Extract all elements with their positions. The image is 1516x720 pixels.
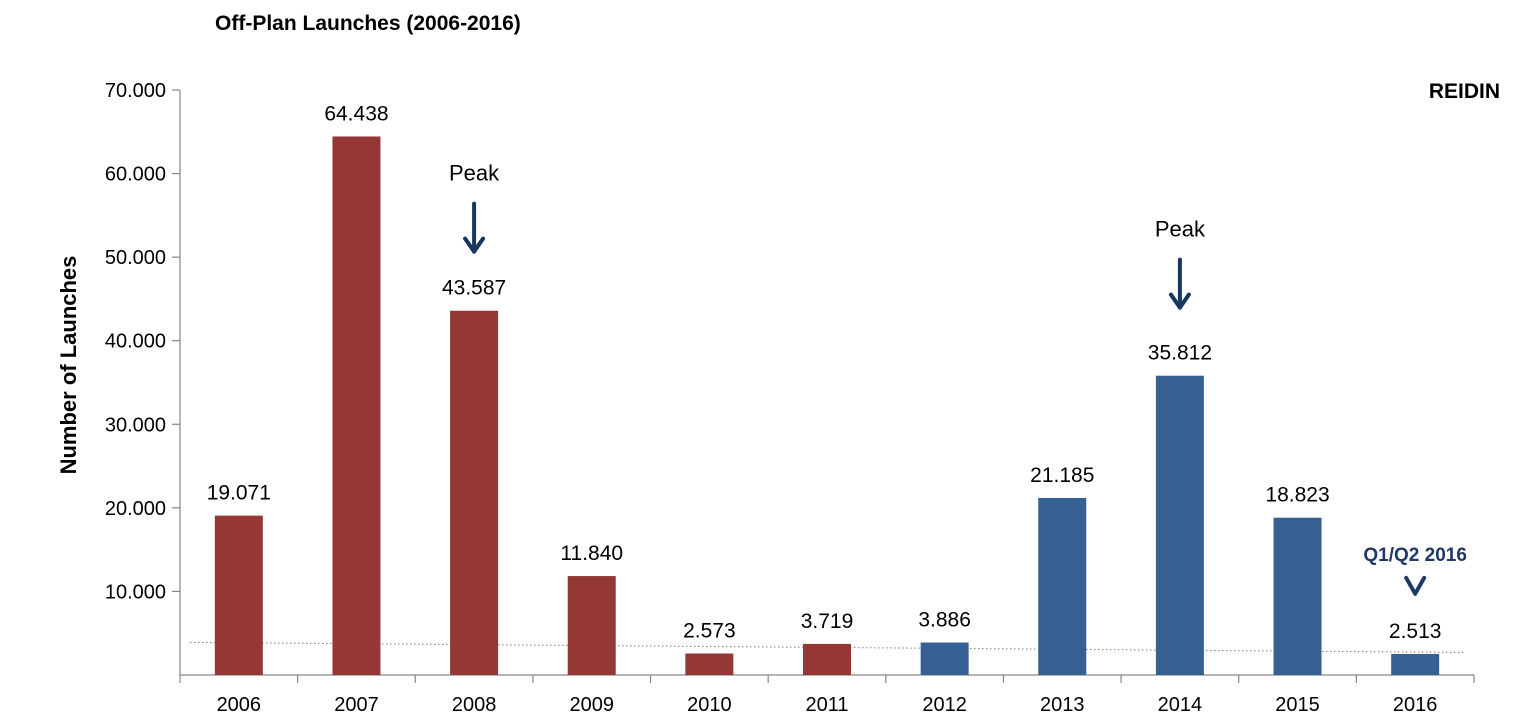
bar-2008 bbox=[450, 310, 499, 675]
data-label-2008: 43.587 bbox=[442, 277, 506, 300]
data-label-2009: 11.840 bbox=[560, 542, 623, 565]
bar-2013 bbox=[1038, 497, 1087, 675]
data-label-2014: 35.812 bbox=[1148, 342, 1212, 365]
y-tick-label-4: 50.000 bbox=[105, 247, 166, 269]
annotation-text-0: Peak bbox=[449, 161, 500, 186]
data-label-2012: 3.886 bbox=[918, 609, 971, 632]
bar-2016 bbox=[1391, 653, 1440, 675]
y-tick-label-3: 40.000 bbox=[105, 331, 166, 353]
bar-2011 bbox=[803, 643, 851, 675]
chart-title: Off-Plan Launches (2006-2016) bbox=[215, 12, 521, 35]
arrow-down-icon-1 bbox=[1168, 292, 1191, 310]
bar-2012 bbox=[920, 642, 969, 675]
data-label-2013: 21.185 bbox=[1030, 464, 1094, 487]
x-tick-label-2007: 2007 bbox=[334, 694, 379, 716]
bar-2007 bbox=[332, 136, 381, 675]
x-tick-label-2012: 2012 bbox=[922, 694, 967, 716]
x-tick-label-2013: 2013 bbox=[1040, 694, 1085, 716]
y-tick-label-1: 20.000 bbox=[105, 498, 166, 520]
bar-2014 bbox=[1155, 375, 1204, 675]
bar-2009 bbox=[567, 576, 616, 675]
bar-2006 bbox=[214, 515, 263, 675]
x-tick-label-2011: 2011 bbox=[805, 694, 848, 716]
x-tick-label-2008: 2008 bbox=[452, 694, 497, 716]
x-tick-label-2010: 2010 bbox=[687, 694, 732, 716]
arrow-down-icon-0 bbox=[463, 236, 486, 254]
y-tick-label-0: 10.000 bbox=[105, 581, 166, 603]
x-tick-label-2006: 2006 bbox=[217, 694, 262, 716]
data-label-2010: 2.573 bbox=[683, 619, 736, 642]
arrow-down-icon-2 bbox=[1404, 575, 1427, 596]
x-tick-label-2016: 2016 bbox=[1393, 694, 1438, 716]
bar-2010 bbox=[685, 653, 734, 675]
axes: 10.000 20.000 30.000 40.000 50.000 60.000 70.0… bbox=[105, 80, 1475, 716]
y-tick-label-6: 70.000 bbox=[105, 80, 166, 102]
annotations: Peak Peak Q1/Q2 2016 bbox=[449, 161, 1467, 596]
annotation-text-1: Peak bbox=[1155, 217, 1206, 242]
data-label-2007: 64.438 bbox=[324, 102, 388, 125]
annotation-text-2: Q1/Q2 2016 bbox=[1363, 545, 1467, 566]
data-label-2016: 2.513 bbox=[1389, 620, 1442, 643]
data-labels: 19.071 64.438 43.587 11.840 2.573 3.719 3.886 2… bbox=[207, 102, 1442, 643]
x-tick-label-2015: 2015 bbox=[1275, 694, 1320, 716]
y-tick-label-5: 60.000 bbox=[105, 164, 166, 186]
y-tick-label-2: 30.000 bbox=[105, 414, 166, 436]
source-label: REIDIN bbox=[1429, 80, 1500, 103]
x-tick-label-2009: 2009 bbox=[569, 694, 614, 716]
x-tick-label-2014: 2014 bbox=[1158, 694, 1203, 716]
data-label-2011: 3.719 bbox=[801, 610, 854, 633]
data-label-2006: 19.071 bbox=[207, 482, 271, 505]
y-axis-label: Number of Launches bbox=[56, 256, 81, 475]
data-label-2015: 18.823 bbox=[1265, 484, 1329, 507]
bar-2015 bbox=[1273, 517, 1322, 675]
bars bbox=[214, 136, 1440, 675]
